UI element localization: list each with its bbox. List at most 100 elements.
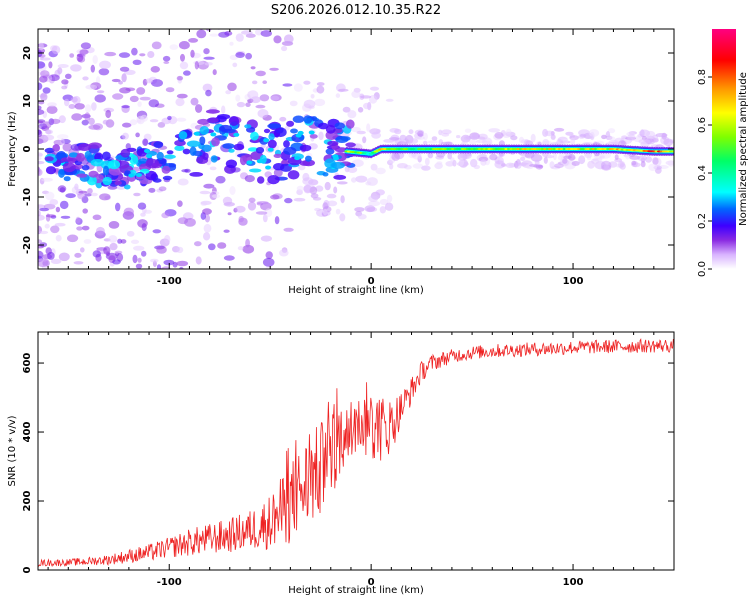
spectrogram-speckle (640, 129, 645, 138)
spectrogram-speckle (351, 90, 361, 99)
spectrogram-speckle (122, 132, 129, 140)
spectrogram-speckle (208, 243, 216, 251)
spectrogram-blob (247, 147, 259, 152)
spectrogram-ridge (671, 150, 674, 153)
spectrogram-speckle (38, 100, 45, 105)
spectrogram-speckle (50, 258, 62, 264)
spectrogram-speckle (47, 102, 57, 107)
spectrogram-speckle (103, 246, 111, 255)
spectrogram-speckle (156, 245, 167, 254)
snr-xtick-label: 0 (368, 577, 375, 588)
spectrogram-speckle (199, 190, 211, 195)
spectrogram-speckle (335, 93, 341, 98)
spectrogram-speckle (303, 99, 316, 109)
spectrogram-blob (322, 172, 329, 177)
spectrogram-speckle (385, 98, 394, 102)
spectrogram-speckle (384, 202, 394, 211)
spectrogram-speckle (235, 52, 245, 58)
spectrogram-speckle (118, 80, 123, 85)
spectrogram-speckle (351, 177, 357, 183)
spectrogram-blob (174, 145, 185, 151)
spectrogram-blob (267, 175, 280, 185)
spectrogram-speckle (427, 140, 438, 144)
spectrogram-speckle (257, 109, 269, 118)
snr-ytick-label: 600 (22, 353, 33, 374)
spectrogram-speckle (303, 184, 312, 194)
spectrogram-speckle (41, 177, 53, 182)
spectrogram-speckle (205, 89, 212, 97)
spectrogram-speckle (505, 162, 516, 168)
spectrogram-speckle (200, 201, 208, 206)
spectrogram-speckle (222, 196, 233, 206)
spectrogram-speckle (265, 266, 272, 269)
spectrogram-speckle (96, 90, 105, 94)
spectrogram-speckle (176, 246, 184, 254)
snr-ticks: -100 0 100 0 200 400 600 (22, 332, 675, 588)
spectrogram-speckle (587, 160, 595, 169)
spectrogram-peak (146, 154, 153, 159)
spectrogram-speckle (42, 272, 47, 278)
spectrogram-speckle (88, 124, 101, 130)
spectrogram-speckle (91, 102, 97, 111)
spectrogram-speckle (88, 117, 95, 125)
spectrogram-speckle (120, 239, 127, 244)
spectrogram-speckle (362, 136, 367, 144)
spectrogram-speckle (357, 213, 367, 220)
spectrogram-blob (44, 147, 55, 154)
spectrogram-speckle (85, 84, 98, 90)
spectrogram-speckle (38, 204, 46, 209)
chart-title: S206.2026.012.10.35.R22 (271, 3, 441, 18)
spectrogram-speckle (39, 57, 51, 61)
spectrogram-blob (334, 122, 345, 130)
spectrogram-speckle (39, 276, 45, 282)
spectrogram-speckle (121, 73, 127, 83)
spectrogram-speckle (202, 83, 213, 92)
spectrogram-speckle (38, 258, 48, 262)
spectrogram-speckle (57, 64, 69, 68)
spectrogram-speckle (203, 223, 212, 233)
spectrogram-speckle (375, 167, 386, 175)
spectrogram-speckle (640, 160, 646, 168)
spectrogram-speckle (520, 156, 526, 161)
spectrogram-speckle (73, 261, 84, 265)
spectrogram-speckle (95, 226, 105, 236)
spectrogram-blob (309, 134, 318, 139)
spectrogram-speckle (620, 140, 626, 146)
spectrogram-speckle (383, 139, 395, 143)
spectrogram-blob (202, 152, 209, 160)
spectrogram-speckle (75, 216, 81, 224)
spectrogram-speckle (333, 186, 338, 194)
spectrogram-speckle (515, 161, 522, 169)
spectrogram-speckle (227, 82, 237, 92)
spectrogram-speckle (45, 214, 57, 218)
spectrogram-speckle (194, 241, 202, 247)
spectrogram-speckle (136, 119, 142, 123)
spectrogram-speckle (58, 115, 66, 124)
spectrogram-peak (194, 131, 200, 136)
spectrogram-speckle (55, 234, 62, 242)
colorbar-ticks: 0.0 0.2 0.4 0.6 0.8 (697, 69, 712, 277)
spectrogram-speckle (209, 166, 217, 171)
spectrogram-speckle (260, 30, 272, 37)
spectrogram-speckle (379, 206, 387, 214)
spectrogram-speckle (360, 95, 372, 99)
spectrogram-speckle (112, 259, 121, 265)
spectrogram-speckle (59, 200, 69, 210)
spectrogram-speckle (118, 52, 131, 58)
spectrogram-speckle (38, 152, 43, 157)
spectrogram-speckle (269, 67, 279, 71)
spectrogram-blob (88, 170, 99, 178)
spectrogram-speckle (90, 64, 96, 73)
spectrogram-speckle (137, 219, 148, 228)
spectrogram-speckle (111, 78, 121, 83)
spectrogram-speckle (256, 201, 269, 205)
spectrogram-speckle (74, 103, 85, 110)
spectrogram-speckle (70, 64, 82, 72)
spectrogram-speckle (161, 266, 171, 269)
spectrogram-speckle (232, 62, 238, 68)
spectrogram-speckle (47, 251, 55, 260)
spectrogram-blob (318, 122, 329, 130)
spectrogram-speckle (44, 223, 50, 229)
spectrogram-blob (129, 154, 139, 165)
spectrogram-speckle (110, 279, 115, 285)
